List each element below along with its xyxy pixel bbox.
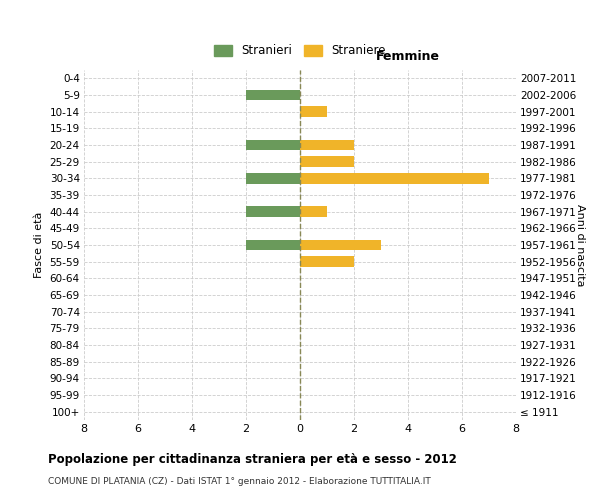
Bar (300, 240, 381, 250)
Text: Popolazione per cittadinanza straniera per età e sesso - 2012: Popolazione per cittadinanza straniera p… (48, 452, 457, 466)
Text: Femmine: Femmine (376, 50, 440, 63)
Bar (300, 206, 327, 217)
Bar (246, 90, 300, 101)
Bar (246, 240, 300, 250)
Bar (246, 206, 300, 217)
Text: COMUNE DI PLATANIA (CZ) - Dati ISTAT 1° gennaio 2012 - Elaborazione TUTTITALIA.I: COMUNE DI PLATANIA (CZ) - Dati ISTAT 1° … (48, 478, 431, 486)
Bar (300, 140, 354, 150)
Bar (300, 256, 354, 267)
Bar (300, 173, 489, 184)
Bar (246, 140, 300, 150)
Bar (246, 173, 300, 184)
Bar (300, 156, 354, 167)
Bar (300, 106, 327, 117)
Y-axis label: Anni di nascita: Anni di nascita (575, 204, 585, 286)
Legend: Stranieri, Straniere: Stranieri, Straniere (211, 41, 389, 61)
Y-axis label: Fasce di età: Fasce di età (34, 212, 44, 278)
